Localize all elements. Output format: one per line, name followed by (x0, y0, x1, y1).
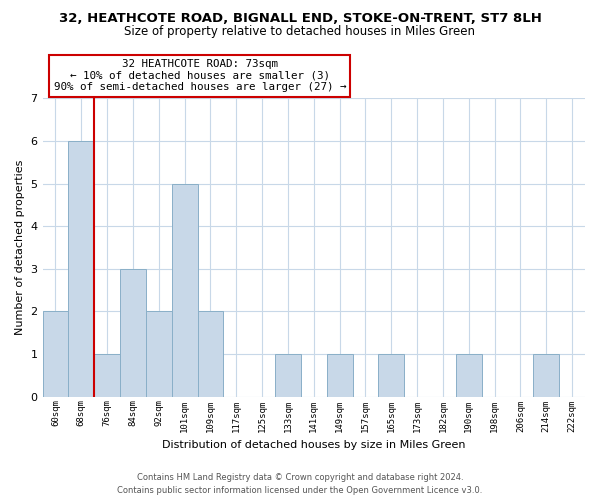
Bar (146, 312, 172, 396)
Text: Size of property relative to detached houses in Miles Green: Size of property relative to detached ho… (125, 25, 476, 38)
Bar (120, 269, 146, 396)
Text: Contains HM Land Registry data © Crown copyright and database right 2024.
Contai: Contains HM Land Registry data © Crown c… (118, 473, 482, 495)
X-axis label: Distribution of detached houses by size in Miles Green: Distribution of detached houses by size … (162, 440, 466, 450)
Bar (68, 141, 94, 397)
Bar (43, 312, 68, 396)
Text: 32, HEATHCOTE ROAD, BIGNALL END, STOKE-ON-TRENT, ST7 8LH: 32, HEATHCOTE ROAD, BIGNALL END, STOKE-O… (59, 12, 541, 26)
Bar (275, 354, 301, 397)
Bar (533, 354, 559, 397)
Bar (456, 354, 482, 397)
Bar (172, 184, 197, 396)
Bar (197, 312, 223, 396)
Y-axis label: Number of detached properties: Number of detached properties (15, 160, 25, 335)
Text: 32 HEATHCOTE ROAD: 73sqm
← 10% of detached houses are smaller (3)
90% of semi-de: 32 HEATHCOTE ROAD: 73sqm ← 10% of detach… (53, 59, 346, 92)
Bar (326, 354, 353, 397)
Bar (379, 354, 404, 397)
Bar (94, 354, 120, 397)
